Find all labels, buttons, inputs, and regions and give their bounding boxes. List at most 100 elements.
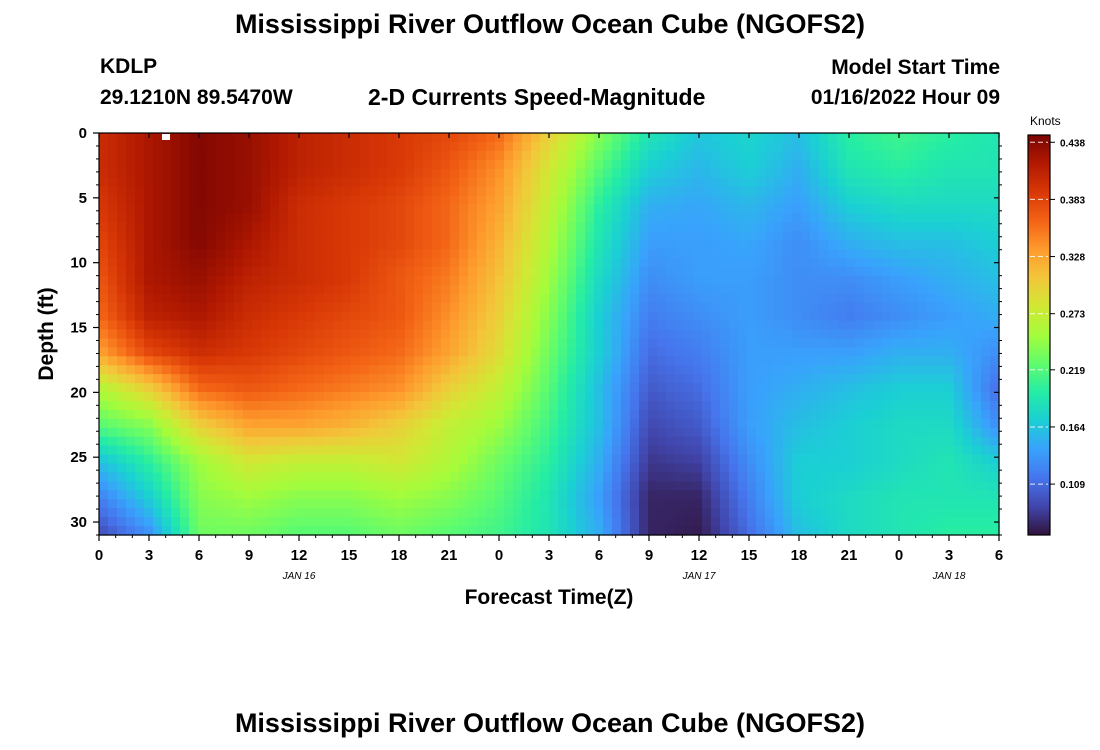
heatmap-cell bbox=[333, 168, 343, 179]
heatmap-cell bbox=[810, 150, 820, 161]
heatmap-cell bbox=[549, 258, 559, 268]
heatmap-cell bbox=[243, 204, 253, 214]
heatmap-cell bbox=[828, 481, 838, 491]
heatmap-cell bbox=[864, 383, 874, 393]
heatmap-cell bbox=[207, 490, 217, 500]
heatmap-cell bbox=[180, 383, 190, 393]
heatmap-cell bbox=[927, 401, 937, 411]
heatmap-cell bbox=[837, 177, 847, 188]
heatmap-cell bbox=[189, 526, 199, 536]
heatmap-cell bbox=[972, 240, 982, 250]
heatmap-cell bbox=[477, 293, 487, 304]
heatmap-cell bbox=[684, 338, 694, 348]
heatmap-cell bbox=[351, 231, 361, 241]
heatmap-cell bbox=[747, 445, 757, 456]
heatmap-cell bbox=[279, 267, 289, 277]
heatmap-cell bbox=[279, 186, 289, 197]
heatmap-cell bbox=[954, 338, 964, 348]
heatmap-cell bbox=[576, 195, 586, 206]
heatmap-cell bbox=[918, 338, 928, 348]
heatmap-cell bbox=[369, 508, 379, 518]
heatmap-cell bbox=[162, 284, 172, 295]
heatmap-cell bbox=[837, 481, 847, 491]
heatmap-cell bbox=[630, 159, 640, 170]
heatmap-cell bbox=[441, 472, 451, 482]
heatmap-cell bbox=[774, 249, 784, 259]
heatmap-cell bbox=[558, 517, 568, 527]
heatmap-cell bbox=[756, 347, 766, 357]
heatmap-cell bbox=[828, 249, 838, 259]
heatmap-cell bbox=[459, 365, 469, 375]
heatmap-cell bbox=[432, 222, 442, 232]
heatmap-cell bbox=[891, 302, 901, 313]
heatmap-cell bbox=[846, 392, 856, 402]
heatmap-cell bbox=[288, 401, 298, 411]
heatmap-cell bbox=[747, 392, 757, 402]
heatmap-cell bbox=[351, 150, 361, 161]
heatmap-cell bbox=[459, 338, 469, 348]
heatmap-cell bbox=[504, 374, 514, 384]
heatmap-cell bbox=[864, 231, 874, 241]
heatmap-cell bbox=[819, 141, 829, 152]
heatmap-cell bbox=[882, 213, 892, 223]
heatmap-cell bbox=[990, 240, 1000, 250]
heatmap-cell bbox=[945, 374, 955, 384]
heatmap-cell bbox=[702, 293, 712, 304]
heatmap-cell bbox=[441, 365, 451, 375]
heatmap-cell bbox=[180, 275, 190, 286]
heatmap-cell bbox=[486, 293, 496, 304]
heatmap-cell bbox=[387, 427, 397, 438]
heatmap-cell bbox=[936, 177, 946, 188]
heatmap-cell bbox=[432, 320, 442, 331]
heatmap-cell bbox=[207, 347, 217, 357]
heatmap-cell bbox=[819, 338, 829, 348]
heatmap-cell bbox=[657, 401, 667, 411]
heatmap-cell bbox=[846, 311, 856, 322]
heatmap-cell bbox=[369, 499, 379, 509]
heatmap-cell bbox=[657, 213, 667, 223]
heatmap-cell bbox=[963, 526, 973, 536]
heatmap-cell bbox=[567, 150, 577, 161]
heatmap-cell bbox=[684, 275, 694, 286]
heatmap-cell bbox=[828, 454, 838, 465]
heatmap-cell bbox=[648, 302, 658, 313]
heatmap-cell bbox=[567, 365, 577, 375]
heatmap-cell bbox=[792, 150, 802, 161]
heatmap-cell bbox=[171, 374, 181, 384]
heatmap-cell bbox=[882, 267, 892, 277]
heatmap-cell bbox=[135, 302, 145, 313]
heatmap-cell bbox=[711, 427, 721, 438]
heatmap-cell bbox=[216, 436, 226, 447]
heatmap-cell bbox=[774, 436, 784, 447]
heatmap-cell bbox=[873, 177, 883, 188]
heatmap-cell bbox=[954, 311, 964, 322]
heatmap-cell bbox=[621, 409, 631, 420]
heatmap-cell bbox=[576, 213, 586, 223]
heatmap-cell bbox=[765, 445, 775, 456]
heatmap-cell bbox=[315, 365, 325, 375]
heatmap-cell bbox=[819, 418, 829, 429]
heatmap-cell bbox=[261, 490, 271, 500]
heatmap-cell bbox=[216, 409, 226, 420]
heatmap-cell bbox=[495, 490, 505, 500]
heatmap-cell bbox=[252, 168, 262, 179]
heatmap-cell bbox=[720, 401, 730, 411]
heatmap-cell bbox=[252, 374, 262, 384]
heatmap-cell bbox=[945, 141, 955, 152]
heatmap-cell bbox=[171, 213, 181, 223]
heatmap-cell bbox=[108, 320, 118, 331]
heatmap-cell bbox=[459, 463, 469, 474]
heatmap-cell bbox=[513, 231, 523, 241]
heatmap-cell bbox=[144, 418, 154, 429]
heatmap-cell bbox=[909, 311, 919, 322]
heatmap-cell bbox=[711, 329, 721, 340]
heatmap-cell bbox=[873, 150, 883, 161]
heatmap-cell bbox=[648, 150, 658, 161]
heatmap-cell bbox=[270, 499, 280, 509]
heatmap-cell bbox=[360, 133, 370, 143]
heatmap-cell bbox=[378, 401, 388, 411]
heatmap-cell bbox=[801, 204, 811, 214]
heatmap-cell bbox=[585, 168, 595, 179]
heatmap-cell bbox=[648, 311, 658, 322]
heatmap-cell bbox=[567, 401, 577, 411]
